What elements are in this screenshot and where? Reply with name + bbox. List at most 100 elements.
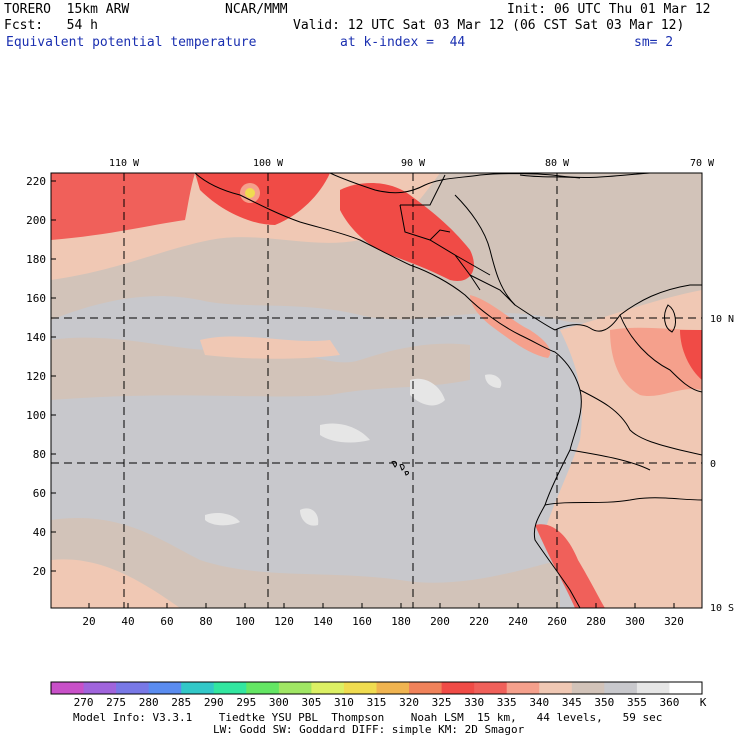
lat-labels: 10 N 0 10 S [710,314,734,614]
model-info: Model Info: V3.3.1 Tiedtke YSU PBL Thomp… [73,711,663,724]
colorbar-swatch [376,682,410,694]
center-label: NCAR/MMM [225,2,288,17]
colorbar-swatch [506,682,540,694]
colorbar-swatch [539,682,573,694]
colorbar-unit: K [700,696,707,709]
yucatan [400,174,446,206]
hot-central-america [340,183,474,281]
colorbar-swatch [343,682,377,694]
axis-ticks [51,180,675,608]
lat-label: 10 S [710,603,734,614]
y-tick: 220 [26,175,46,188]
colorbar-swatch [116,682,150,694]
init-time: Init: 06 UTC Thu 01 Mar 12 [507,2,711,17]
y-tick: 100 [26,409,46,422]
x-tick: 40 [121,615,134,628]
y-tick: 60 [33,487,46,500]
colorbar-swatch [409,682,443,694]
colorbar-label: 345 [562,696,582,709]
hot-northwest [51,173,195,240]
colorbar-label: 335 [497,696,517,709]
colorbar-label: 325 [432,696,452,709]
colorbar-label: 315 [367,696,387,709]
smoothing-label: sm= 2 [634,35,674,50]
lon-label: 90 W [401,158,426,169]
cool-patch-5 [485,374,502,388]
colorbar-swatch [311,682,345,694]
hot-east-edge [680,330,702,380]
x-tick: 240 [508,615,528,628]
colorbar-label: 275 [106,696,126,709]
colorbar-frame [50,681,703,695]
y-tick: 200 [26,214,46,227]
colorbar-label: 285 [171,696,191,709]
lon-label: 80 W [545,158,570,169]
hot-mexico-coast [195,173,330,225]
x-tick: 300 [625,615,645,628]
colorbar-label: 290 [204,696,224,709]
model-title: TORERO 15km ARW [4,2,130,17]
colorbar-swatch [51,682,85,694]
y-tick: 40 [33,526,46,539]
colorbar-label: 295 [236,696,256,709]
colorbar-labels: 270 275 280 285 290 295 300 305 310 315 320 325 330 3… [74,696,707,709]
cool-patch-3 [205,512,240,526]
sa-pacific-coast [533,351,582,608]
colorbar-swatch [441,682,475,694]
colorbar-swatch [181,682,215,694]
colorbar-label: 350 [594,696,614,709]
y-tick: 180 [26,253,46,266]
tan-band-mid [51,337,470,400]
colorbar-label: 340 [529,696,549,709]
colorbar-swatch [636,682,670,694]
colorbar-swatch [669,682,703,694]
colorbar-swatch [213,682,247,694]
x-tick: 180 [391,615,411,628]
field-name: Equivalent potential temperature [6,35,257,50]
colorbar-label: 320 [399,696,419,709]
lon-label: 70 W [690,158,715,169]
cuba [519,174,581,179]
peach-band-mid [200,336,340,359]
coastlines [194,173,702,608]
level-label: at k-index = 44 [340,35,466,50]
y-tick: 140 [26,331,46,344]
map-frame [50,172,703,609]
panama-colombia [554,284,702,332]
x-tick: 280 [586,615,606,628]
colorbar [50,681,703,695]
colorbar-label: 270 [74,696,94,709]
physics-info: LW: Godd SW: Goddard DIFF: simple KM: 2D… [213,723,525,736]
valid-time: Valid: 12 UTC Sat 03 Mar 12 (06 CST Sat … [293,18,685,33]
colorbar-label: 300 [269,696,289,709]
colorbar-swatch [148,682,182,694]
y-tick: 120 [26,370,46,383]
forecast-hour: Fcst: 54 h [4,18,98,33]
x-tick: 100 [235,615,255,628]
lon-label: 100 W [253,158,284,169]
colorbar-label: 360 [660,696,680,709]
colorbar-label: 310 [334,696,354,709]
colorbar-swatch [83,682,117,694]
x-tick: 200 [430,615,450,628]
colorbar-label: 330 [464,696,484,709]
x-tick: 60 [160,615,173,628]
x-tick: 20 [82,615,95,628]
tan-band-south [51,518,560,608]
y-index-labels: 220 200 180 160 140 120 100 80 60 40 20 [26,175,46,578]
colorbar-swatch [278,682,312,694]
colorbar-label: 305 [301,696,321,709]
x-index-labels: 20 40 60 80 100 120 140 160 180 200 220 … [82,615,684,628]
colorbar-swatch [571,682,605,694]
cool-patch-1 [410,378,445,406]
cool-patch-4 [300,508,319,526]
y-tick: 20 [33,565,46,578]
colorbar-swatch [604,682,638,694]
lon-labels: 110 W 100 W 90 W 80 W 70 W [109,158,715,169]
mexico-pacific-coast [194,173,556,353]
x-tick: 120 [274,615,294,628]
y-tick: 160 [26,292,46,305]
nicaragua-east [454,194,556,331]
x-tick: 220 [469,615,489,628]
x-tick: 320 [664,615,684,628]
